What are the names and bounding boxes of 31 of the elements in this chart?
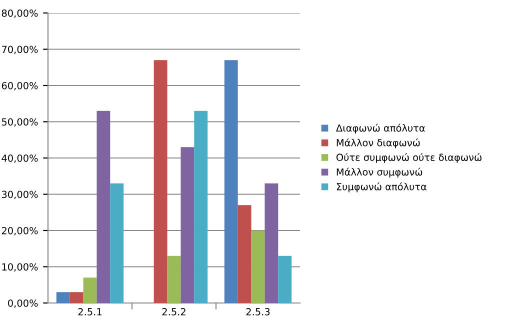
legend-label: Μάλλον συμφωνώ bbox=[336, 168, 422, 178]
y-tick-label: 80,00% bbox=[2, 9, 38, 18]
bar bbox=[264, 183, 278, 303]
bar bbox=[70, 292, 84, 303]
bar bbox=[278, 256, 292, 303]
y-tick-label: 50,00% bbox=[2, 118, 38, 127]
bar bbox=[167, 256, 181, 303]
bar bbox=[96, 110, 110, 303]
y-tick-label: 60,00% bbox=[2, 82, 38, 90]
bar bbox=[83, 278, 97, 303]
bar bbox=[238, 205, 252, 303]
legend-label: Ούτε συμφωνώ ούτε διαφωνώ bbox=[336, 153, 482, 163]
y-tick-label: 0,00% bbox=[8, 299, 38, 308]
x-tick-label: 2.5.2 bbox=[162, 308, 186, 316]
legend-label: Συμφωνώ απόλυτα bbox=[336, 182, 426, 192]
x-tick-label: 2.5.3 bbox=[246, 308, 270, 316]
bar bbox=[251, 230, 265, 303]
x-tick-label: 2.5.1 bbox=[78, 308, 102, 316]
legend-label: Μάλλον διαφωνώ bbox=[336, 138, 420, 148]
bar bbox=[180, 147, 194, 303]
bar bbox=[224, 60, 238, 303]
bar bbox=[110, 183, 124, 303]
y-tick-label: 70,00% bbox=[2, 46, 38, 54]
bar bbox=[194, 110, 208, 303]
legend-label: Διαφωνώ απόλυτα bbox=[336, 124, 425, 134]
y-tick-label: 20,00% bbox=[2, 226, 38, 236]
y-tick-label: 40,00% bbox=[2, 154, 38, 163]
y-tick-label: 30,00% bbox=[2, 190, 38, 200]
bar bbox=[154, 60, 168, 303]
y-tick-label: 10,00% bbox=[2, 263, 38, 272]
bar bbox=[56, 292, 70, 303]
